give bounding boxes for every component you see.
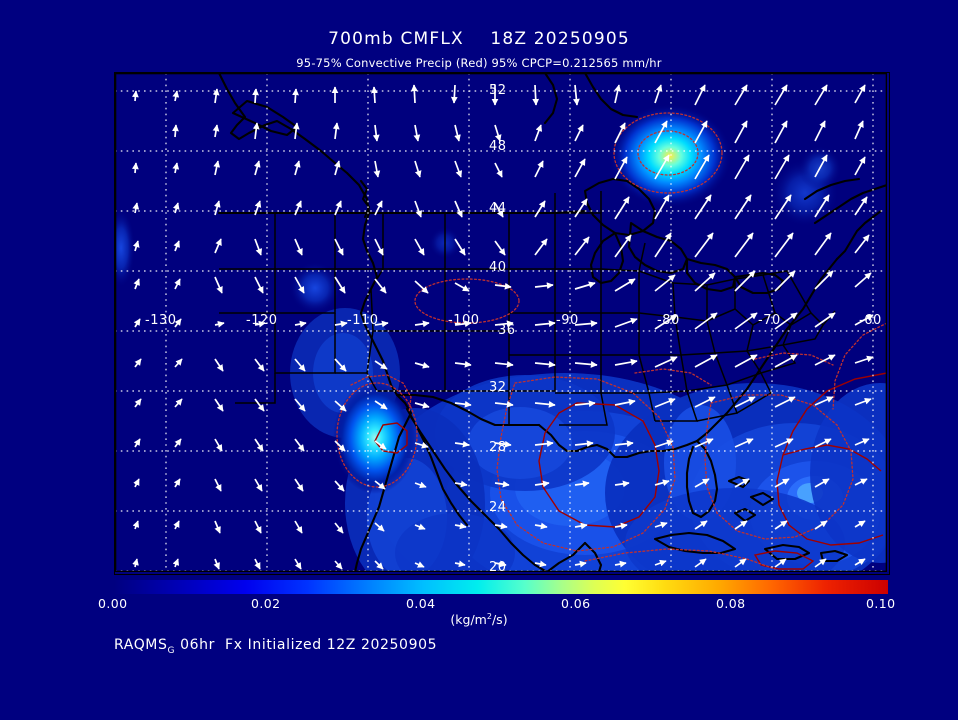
colorbar[interactable] [114, 580, 888, 594]
model-run-details: 06hr Fx Initialized 12Z 20250905 [175, 637, 438, 653]
colorbar-tick-4: 0.08 [716, 596, 746, 611]
lon-label-130: -130 [145, 313, 177, 328]
lat-label-32: 32 [489, 380, 507, 395]
colorbar-units-head: (kg/m [450, 612, 487, 628]
lat-label-52: 52 [489, 83, 507, 98]
colorbar-tick-5: 0.10 [866, 596, 896, 611]
lat-label-28: 28 [489, 440, 507, 455]
lon-label-90: -90 [556, 313, 579, 328]
colorbar-tick-1: 0.02 [251, 596, 281, 611]
lon-label-80: -80 [657, 313, 680, 328]
map-frame [115, 73, 887, 572]
model-run-caption: RAQMSG 06hr Fx Initialized 12Z 20250905 [114, 637, 437, 656]
lon-label-100: -100 [448, 313, 480, 328]
lat-label-24: 24 [489, 500, 507, 515]
lat-label-44: 44 [489, 201, 507, 216]
lat-label-48: 48 [489, 139, 507, 154]
colorbar-units-label: (kg/m2/s) [0, 612, 958, 627]
lat-label-40: 40 [489, 260, 507, 275]
lat-label-36: 36 [498, 323, 516, 338]
model-name-subscript: G [167, 645, 176, 656]
model-name: RAQMS [114, 637, 168, 653]
colorbar-units-tail: /s) [491, 612, 508, 628]
page-subtitle: 95-75% Convective Precip (Red) 95% CPCP=… [296, 56, 662, 70]
colorbar-tick-2: 0.04 [406, 596, 436, 611]
wind-vectors-layer [132, 84, 874, 570]
colorbar-tick-0: 0.00 [98, 596, 128, 611]
colorbar-units-exponent: 2 [486, 612, 492, 621]
colorbar-gradient [114, 580, 888, 594]
colorbar-tick-3: 0.06 [561, 596, 591, 611]
lat-label-20: 20 [489, 560, 507, 575]
lon-label-60: -60 [859, 313, 882, 328]
lon-label-70: -70 [758, 313, 781, 328]
lon-label-110: -110 [347, 313, 379, 328]
page-title: 700mb CMFLX 18Z 20250905 [328, 29, 630, 49]
lon-label-120: -120 [246, 313, 278, 328]
map-svg [115, 73, 887, 572]
map-plot-area[interactable]: 52 48 44 40 36 32 28 24 20 -130 -120 -11… [114, 72, 890, 575]
